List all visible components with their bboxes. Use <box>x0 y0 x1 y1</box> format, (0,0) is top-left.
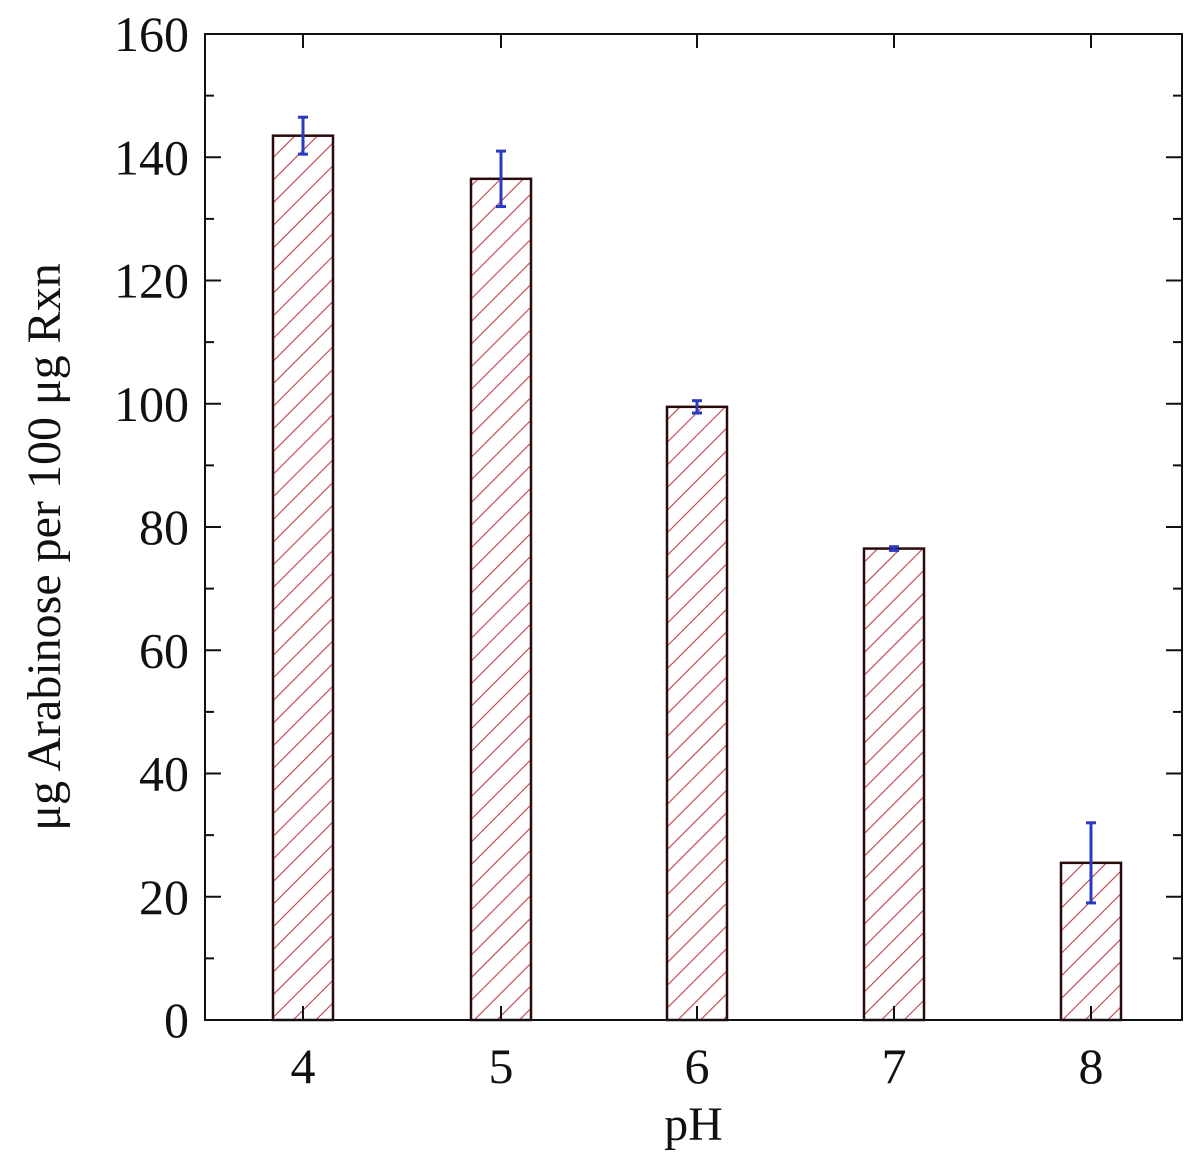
x-tick-label-7: 7 <box>882 1038 907 1094</box>
y-tick-label-160: 160 <box>114 6 189 62</box>
y-tick-label-120: 120 <box>114 253 189 309</box>
error-bar-ph-5 <box>496 149 506 209</box>
error-bar-ph-7 <box>889 545 899 552</box>
y-tick-label-80: 80 <box>139 499 189 555</box>
y-tick-label-140: 140 <box>114 129 189 185</box>
x-tick-label-6: 6 <box>685 1038 710 1094</box>
bars-layer <box>271 134 1123 1022</box>
error-bar-ph-6 <box>692 399 702 415</box>
y-tick-label-40: 40 <box>139 746 189 802</box>
ticks-layer <box>205 33 1182 1021</box>
bar-ph-6 <box>665 405 729 1022</box>
error-bar-ph-8 <box>1086 821 1096 905</box>
y-tick-label-100: 100 <box>114 376 189 432</box>
x-tick-label-5: 5 <box>489 1038 514 1094</box>
tick-labels-layer: 0 20 40 60 80 100 120 140 160 4 5 6 7 8 <box>114 6 1104 1094</box>
bar-ph-7 <box>862 547 926 1022</box>
y-axis-title: μg Arabinose per 100 μg Rxn <box>18 263 71 830</box>
x-tick-label-8: 8 <box>1079 1038 1104 1094</box>
x-axis-title: pH <box>664 1098 723 1151</box>
y-tick-label-20: 20 <box>139 869 189 925</box>
y-tick-label-0: 0 <box>164 992 189 1048</box>
bar-ph-5 <box>469 177 533 1022</box>
y-tick-label-60: 60 <box>139 622 189 678</box>
error-bar-ph-4 <box>298 115 308 156</box>
x-tick-label-4: 4 <box>291 1038 316 1094</box>
bar-ph-4 <box>271 134 335 1022</box>
error-bars-layer <box>298 115 1096 905</box>
